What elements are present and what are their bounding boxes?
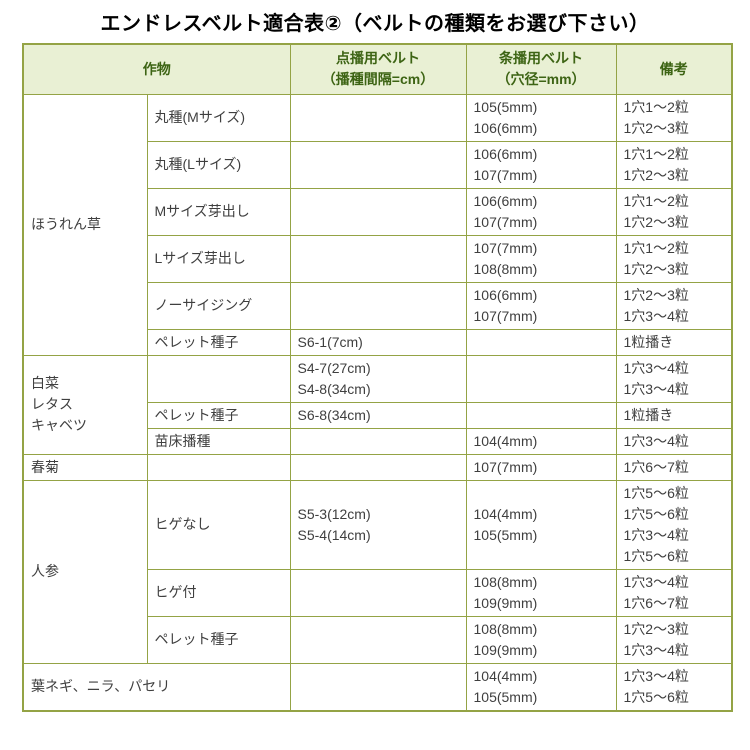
spot-belt-cell bbox=[289, 662, 467, 711]
table-row: Mサイズ芽出し 106(6mm) 107(7mm) 1穴1～2粒 1穴2～3粒 bbox=[23, 187, 733, 236]
spot-belt-cell bbox=[289, 234, 467, 283]
crop-sub-cell: ヒゲなし bbox=[146, 479, 291, 570]
drill-belt-cell: 106(6mm) 107(7mm) bbox=[465, 140, 617, 189]
drill-belt-cell bbox=[465, 401, 617, 429]
drill-belt-cell bbox=[465, 328, 617, 356]
drill-belt-cell: 106(6mm) 107(7mm) bbox=[465, 281, 617, 330]
drill-belt-cell: 107(7mm) 108(8mm) bbox=[465, 234, 617, 283]
drill-belt-cell: 104(4mm) 105(5mm) bbox=[465, 662, 617, 711]
col-header-spot-belt: 点播用ベルト （播種間隔=cm） bbox=[289, 43, 467, 95]
spot-belt-cell bbox=[289, 615, 467, 664]
crop-group-cell: 葉ネギ、ニラ、パセリ bbox=[22, 662, 291, 711]
crop-sub-cell: 丸種(Mサイズ) bbox=[146, 93, 291, 142]
remark-cell: 1穴1～2粒 1穴2～3粒 bbox=[615, 234, 733, 283]
crop-sub-cell bbox=[146, 354, 291, 403]
crop-sub-cell: 丸種(Lサイズ) bbox=[146, 140, 291, 189]
spot-belt-cell: S6-8(34cm) bbox=[289, 401, 467, 429]
drill-belt-cell: 104(4mm) bbox=[465, 427, 617, 455]
table-row: ペレット種子 S6-1(7cm) 1粒播き bbox=[23, 328, 733, 356]
remark-cell: 1穴3～4粒 1穴5～6粒 bbox=[615, 662, 733, 711]
crop-group-cell: 人参 bbox=[22, 479, 148, 664]
remark-cell: 1粒播き bbox=[615, 328, 733, 356]
drill-belt-cell: 108(8mm) 109(9mm) bbox=[465, 568, 617, 617]
drill-belt-cell: 107(7mm) bbox=[465, 453, 617, 481]
table-row: 春菊 107(7mm) 1穴6～7粒 bbox=[22, 453, 733, 481]
table-row: 丸種(Lサイズ) 106(6mm) 107(7mm) 1穴1～2粒 1穴2～3粒 bbox=[23, 140, 733, 189]
spot-belt-cell bbox=[289, 93, 467, 142]
col-header-drill-belt: 条播用ベルト （穴径=mm） bbox=[465, 43, 617, 95]
table-row: ノーサイジング 106(6mm) 107(7mm) 1穴2～3粒 1穴3～4粒 bbox=[23, 281, 733, 330]
table-header-row: 作物 点播用ベルト （播種間隔=cm） 条播用ベルト （穴径=mm） 備考 bbox=[22, 43, 733, 95]
crop-sub-cell: Lサイズ芽出し bbox=[146, 234, 291, 283]
spot-belt-cell bbox=[289, 453, 467, 481]
spot-belt-cell: S5-3(12cm) S5-4(14cm) bbox=[289, 479, 467, 570]
crop-group-cell: 白菜 レタス キャベツ bbox=[22, 354, 148, 455]
spot-belt-cell: S6-1(7cm) bbox=[289, 328, 467, 356]
table-row: 葉ネギ、ニラ、パセリ 104(4mm) 105(5mm) 1穴3～4粒 1穴5～… bbox=[22, 662, 733, 711]
belt-compatibility-table: 作物 点播用ベルト （播種間隔=cm） 条播用ベルト （穴径=mm） 備考 ほう… bbox=[22, 43, 733, 712]
remark-cell: 1穴5～6粒 1穴5～6粒 1穴3～4粒 1穴5～6粒 bbox=[615, 479, 733, 570]
crop-sub-cell: ペレット種子 bbox=[146, 615, 291, 664]
spot-belt-cell bbox=[289, 140, 467, 189]
remark-cell: 1粒播き bbox=[615, 401, 733, 429]
table-row: ペレット種子 108(8mm) 109(9mm) 1穴2～3粒 1穴3～4粒 bbox=[23, 615, 733, 664]
remark-cell: 1穴3～4粒 1穴3～4粒 bbox=[615, 354, 733, 403]
crop-sub-cell: ペレット種子 bbox=[146, 401, 291, 429]
table-row: ヒゲ付 108(8mm) 109(9mm) 1穴3～4粒 1穴6～7粒 bbox=[23, 568, 733, 617]
remark-cell: 1穴3～4粒 1穴6～7粒 bbox=[615, 568, 733, 617]
drill-belt-cell: 106(6mm) 107(7mm) bbox=[465, 187, 617, 236]
spot-belt-cell bbox=[289, 187, 467, 236]
remark-cell: 1穴1～2粒 1穴2～3粒 bbox=[615, 187, 733, 236]
spot-belt-cell: S4-7(27cm) S4-8(34cm) bbox=[289, 354, 467, 403]
table-row: ペレット種子 S6-8(34cm) 1粒播き bbox=[23, 401, 733, 429]
spot-belt-cell bbox=[289, 568, 467, 617]
crop-sub-cell bbox=[146, 453, 291, 481]
remark-cell: 1穴1～2粒 1穴2～3粒 bbox=[615, 140, 733, 189]
remark-cell: 1穴3～4粒 bbox=[615, 427, 733, 455]
crop-group-cell: ほうれん草 bbox=[22, 93, 148, 356]
drill-belt-cell: 104(4mm) 105(5mm) bbox=[465, 479, 617, 570]
drill-belt-cell: 105(5mm) 106(6mm) bbox=[465, 93, 617, 142]
remark-cell: 1穴2～3粒 1穴3～4粒 bbox=[615, 281, 733, 330]
crop-sub-cell: ノーサイジング bbox=[146, 281, 291, 330]
drill-belt-cell bbox=[465, 354, 617, 403]
remark-cell: 1穴1～2粒 1穴2～3粒 bbox=[615, 93, 733, 142]
remark-cell: 1穴6～7粒 bbox=[615, 453, 733, 481]
table-row: ほうれん草 丸種(Mサイズ) 105(5mm) 106(6mm) 1穴1～2粒 … bbox=[22, 93, 733, 356]
col-header-remarks: 備考 bbox=[615, 43, 733, 95]
col-header-crop: 作物 bbox=[22, 43, 291, 95]
crop-sub-cell: ペレット種子 bbox=[146, 328, 291, 356]
crop-group-cell: 春菊 bbox=[22, 453, 148, 481]
table-row: 人参 ヒゲなし S5-3(12cm) S5-4(14cm) 104(4mm) 1… bbox=[22, 479, 733, 664]
table-row: 白菜 レタス キャベツ S4-7(27cm) S4-8(34cm) 1穴3～4粒… bbox=[22, 354, 733, 455]
drill-belt-cell: 108(8mm) 109(9mm) bbox=[465, 615, 617, 664]
spot-belt-cell bbox=[289, 427, 467, 455]
remark-cell: 1穴2～3粒 1穴3～4粒 bbox=[615, 615, 733, 664]
crop-sub-cell: 苗床播種 bbox=[146, 427, 291, 455]
crop-sub-cell: Mサイズ芽出し bbox=[146, 187, 291, 236]
crop-sub-cell: ヒゲ付 bbox=[146, 568, 291, 617]
table-row: 苗床播種 104(4mm) 1穴3～4粒 bbox=[23, 427, 733, 455]
spot-belt-cell bbox=[289, 281, 467, 330]
page-title: エンドレスベルト適合表②（ベルトの種類をお選び下さい） bbox=[100, 13, 650, 35]
table-row: Lサイズ芽出し 107(7mm) 108(8mm) 1穴1～2粒 1穴2～3粒 bbox=[23, 234, 733, 283]
